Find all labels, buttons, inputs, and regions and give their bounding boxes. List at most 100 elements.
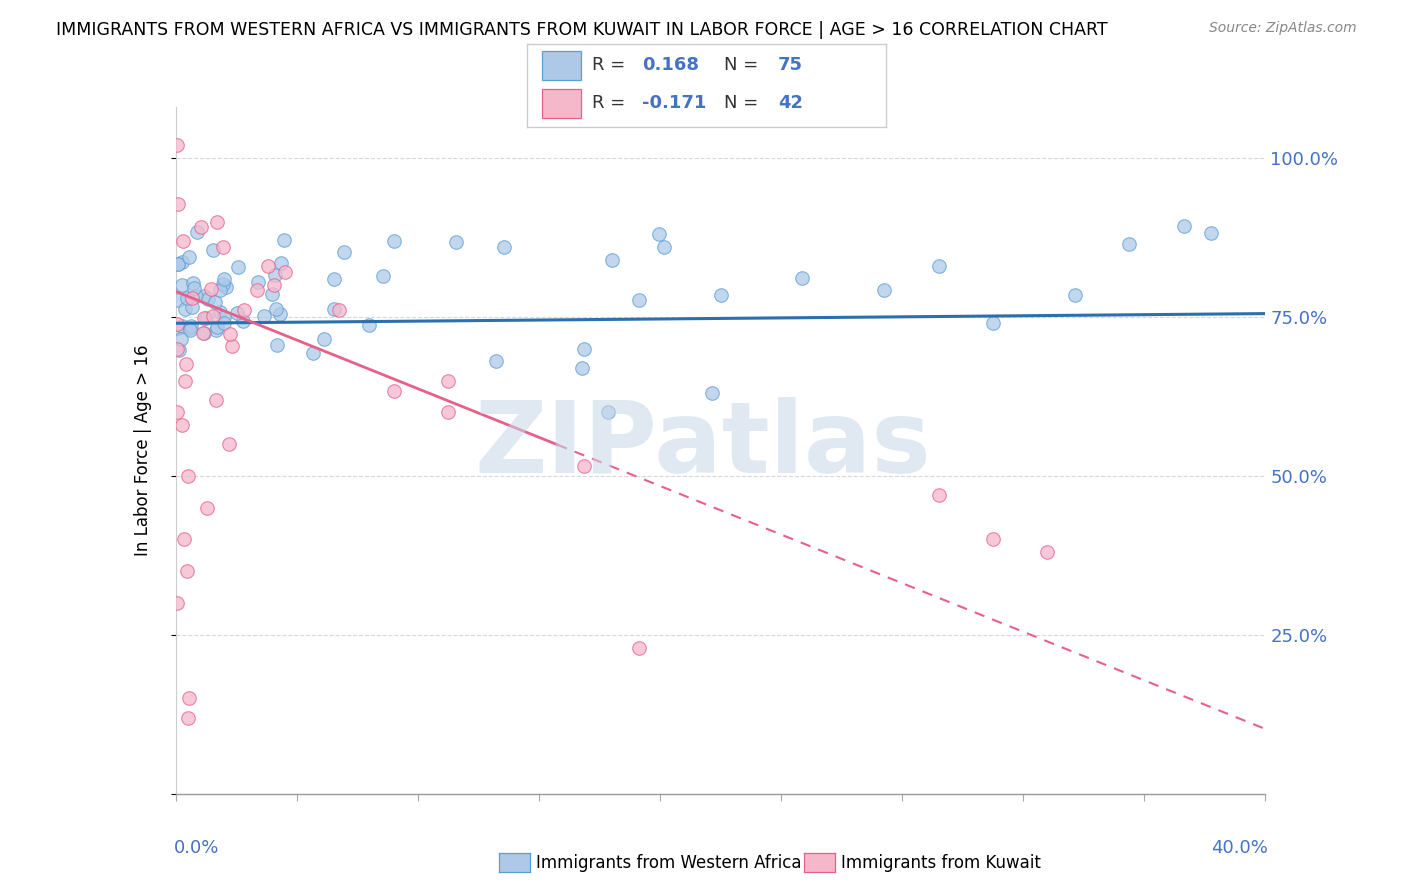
Point	[212, 240, 235, 254]
Text: R =: R =	[592, 94, 626, 112]
Text: 75: 75	[779, 56, 803, 74]
Text: ZIPatlas: ZIPatlas	[475, 398, 931, 494]
Point	[180, 318, 202, 333]
Point	[981, 533, 1004, 547]
Text: 0.168: 0.168	[643, 56, 699, 74]
Point	[205, 393, 228, 408]
Point	[382, 235, 405, 249]
Point	[177, 710, 200, 724]
Point	[1063, 287, 1085, 301]
Point	[166, 342, 188, 356]
Point	[574, 458, 596, 473]
Point	[193, 311, 215, 326]
Point	[197, 292, 219, 306]
Point	[212, 317, 235, 331]
Point	[232, 313, 254, 327]
Point	[166, 596, 188, 610]
Point	[598, 405, 620, 419]
Point	[266, 337, 288, 351]
Point	[323, 272, 346, 286]
Point	[246, 283, 269, 297]
Point	[169, 332, 191, 346]
Point	[167, 257, 190, 271]
Point	[627, 640, 650, 655]
Point	[205, 214, 228, 228]
Text: IMMIGRANTS FROM WESTERN AFRICA VS IMMIGRANTS FROM KUWAIT IN LABOR FORCE | AGE > : IMMIGRANTS FROM WESTERN AFRICA VS IMMIGR…	[56, 21, 1108, 38]
Point	[700, 386, 723, 401]
Point	[195, 500, 218, 515]
Text: 42: 42	[779, 94, 803, 112]
Point	[166, 405, 188, 419]
Text: Immigrants from Western Africa: Immigrants from Western Africa	[536, 854, 801, 871]
Point	[179, 323, 201, 337]
Point	[928, 488, 950, 502]
Point	[253, 310, 276, 324]
Point	[1036, 545, 1059, 559]
Point	[218, 437, 240, 451]
Point	[1199, 227, 1222, 241]
Point	[194, 311, 217, 326]
Point	[174, 357, 197, 371]
Point	[981, 317, 1004, 331]
Point	[174, 374, 197, 388]
Point	[173, 533, 195, 547]
Point	[792, 271, 814, 285]
Point	[193, 326, 215, 340]
Point	[647, 227, 669, 242]
Point	[328, 302, 350, 317]
Point	[191, 326, 214, 340]
Point	[172, 234, 194, 248]
Point	[221, 338, 243, 352]
Point	[232, 303, 254, 318]
Point	[167, 257, 190, 271]
Text: 0.0%: 0.0%	[173, 838, 219, 856]
Point	[212, 310, 235, 324]
Point	[247, 276, 270, 290]
Point	[371, 269, 394, 284]
Point	[226, 260, 249, 274]
Point	[166, 318, 188, 332]
Point	[180, 300, 202, 314]
Point	[183, 281, 205, 295]
Point	[170, 277, 193, 292]
Point	[359, 318, 381, 332]
Point	[873, 283, 896, 297]
Point	[273, 233, 295, 247]
Point	[571, 360, 593, 375]
Point	[269, 307, 291, 321]
Point	[193, 289, 215, 303]
Point	[263, 278, 285, 293]
Point	[212, 271, 235, 285]
Point	[209, 305, 232, 319]
Text: Immigrants from Kuwait: Immigrants from Kuwait	[841, 854, 1040, 871]
Y-axis label: In Labor Force | Age > 16: In Labor Force | Age > 16	[134, 344, 152, 557]
Point	[437, 405, 460, 419]
Point	[186, 225, 208, 239]
Text: Source: ZipAtlas.com: Source: ZipAtlas.com	[1209, 21, 1357, 35]
Point	[166, 197, 188, 211]
Point	[928, 259, 950, 273]
Point	[494, 240, 516, 254]
Point	[263, 268, 285, 282]
Point	[205, 320, 228, 334]
Point	[270, 256, 292, 270]
Point	[332, 244, 354, 259]
Point	[1118, 236, 1140, 251]
Point	[215, 280, 238, 294]
Text: R =: R =	[592, 56, 626, 74]
Point	[312, 332, 335, 346]
Point	[179, 691, 201, 706]
Point	[179, 321, 201, 335]
Point	[627, 293, 650, 307]
Point	[226, 306, 249, 320]
Point	[710, 287, 733, 301]
Point	[256, 259, 278, 273]
Point	[484, 354, 506, 368]
Point	[1173, 219, 1195, 233]
Point	[170, 319, 193, 334]
Point	[323, 301, 346, 316]
Point	[202, 309, 225, 323]
Point	[186, 289, 208, 303]
Bar	[541, 51, 581, 80]
Point	[177, 469, 200, 483]
